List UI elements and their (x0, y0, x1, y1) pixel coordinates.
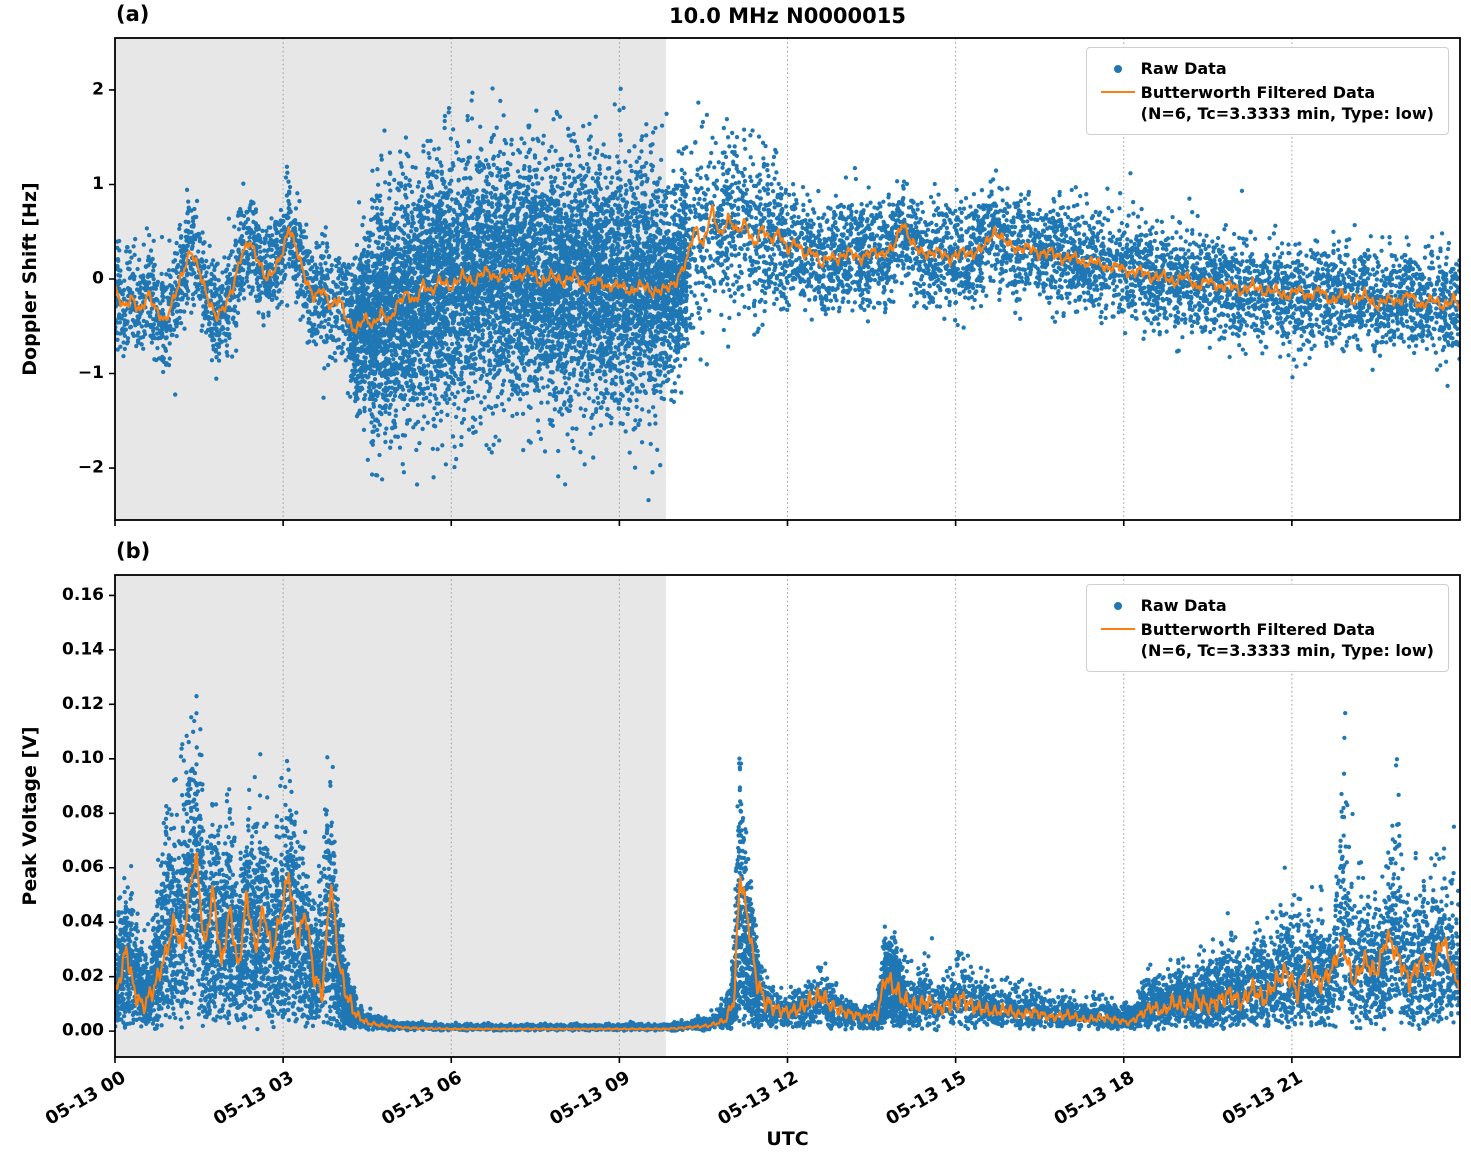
legend-filtered-entry: Butterworth Filtered Data (N=6, Tc=3.3333… (1095, 82, 1434, 124)
filtered-line-marker-icon (1100, 628, 1135, 631)
legend-a: Raw Data Butterworth Filtered Data (N=6, … (1085, 47, 1449, 136)
legend-raw-entry: Raw Data (1095, 58, 1434, 79)
panel-a-label: (a) (116, 2, 150, 26)
legend-filtered-params: (N=6, Tc=3.3333 min, Type: low) (1140, 104, 1434, 124)
y-axis-label-b: Peak Voltage [V] (19, 726, 41, 906)
raw-data-marker-icon (1113, 602, 1122, 610)
legend-b: Raw Data Butterworth Filtered Data (N=6, … (1085, 584, 1449, 673)
y-axis-label-a: Doppler Shift [Hz] (19, 182, 41, 376)
legend-filtered-label: Butterworth Filtered Data (1140, 83, 1376, 103)
panel-b-label: (b) (116, 539, 151, 563)
legend-raw-label: Raw Data (1140, 59, 1227, 78)
x-axis-label: UTC (766, 1128, 809, 1150)
chart-title: 10.0 MHz N0000015 (669, 4, 906, 28)
raw-data-marker-icon (1113, 65, 1122, 73)
legend-filtered-label: Butterworth Filtered Data (1140, 620, 1376, 640)
legend-filtered-entry: Butterworth Filtered Data (N=6, Tc=3.3333… (1095, 619, 1434, 661)
legend-raw-entry: Raw Data (1095, 595, 1434, 616)
legend-raw-label: Raw Data (1140, 596, 1227, 615)
filtered-line-marker-icon (1100, 91, 1135, 94)
legend-filtered-params: (N=6, Tc=3.3333 min, Type: low) (1140, 641, 1434, 661)
